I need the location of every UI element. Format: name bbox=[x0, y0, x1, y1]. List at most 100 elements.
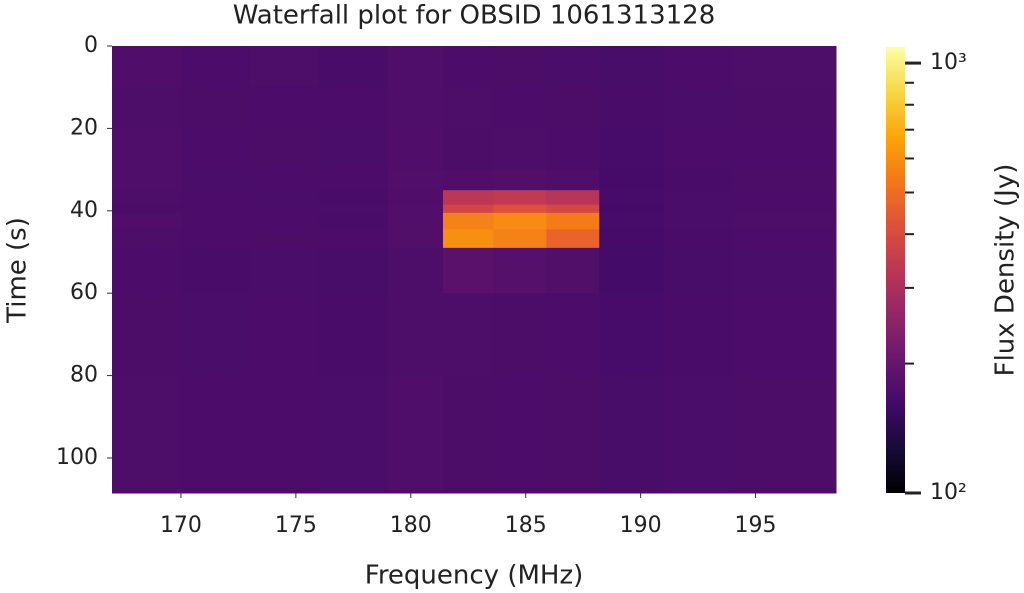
heat-cell bbox=[663, 87, 734, 129]
heat-cell bbox=[387, 247, 444, 294]
heat-cell bbox=[546, 190, 600, 206]
colorbar-tick-label: 10² bbox=[930, 480, 967, 505]
heat-cell bbox=[599, 190, 665, 206]
heat-cell bbox=[732, 204, 837, 214]
x-tick-label: 180 bbox=[390, 513, 432, 538]
heat-cell bbox=[387, 204, 444, 214]
heat-cell bbox=[732, 169, 837, 191]
heat-cell bbox=[112, 229, 182, 249]
heat-cell bbox=[387, 229, 444, 249]
heat-cell bbox=[387, 375, 444, 494]
heat-cell bbox=[112, 204, 182, 214]
heat-cell bbox=[493, 169, 547, 191]
heat-cell bbox=[387, 293, 444, 377]
heat-cell bbox=[318, 190, 389, 206]
heat-cell bbox=[112, 247, 182, 294]
colorbar-label: Flux Density (Jy) bbox=[991, 164, 1021, 377]
heat-cell bbox=[599, 87, 665, 129]
y-tick-label: 40 bbox=[70, 198, 98, 223]
heat-cell bbox=[546, 247, 600, 294]
heat-cell bbox=[112, 128, 182, 171]
heat-cell bbox=[493, 247, 547, 294]
heat-cell bbox=[112, 212, 182, 230]
heat-cell bbox=[442, 229, 495, 249]
heat-cell bbox=[663, 212, 734, 230]
heat-cell bbox=[249, 212, 320, 230]
colorbar-tick-label: 10³ bbox=[930, 50, 967, 75]
heat-cell bbox=[180, 293, 251, 377]
heat-cell bbox=[112, 293, 182, 377]
heat-cell bbox=[546, 87, 600, 129]
heat-cell bbox=[493, 375, 547, 494]
heat-cell bbox=[442, 375, 495, 494]
heat-cell bbox=[442, 293, 495, 377]
heat-cell bbox=[387, 128, 444, 171]
heat-cell bbox=[732, 128, 837, 171]
heat-cell bbox=[663, 229, 734, 249]
heat-cell bbox=[493, 212, 547, 230]
heat-cell bbox=[599, 293, 665, 377]
heat-cell bbox=[732, 293, 837, 377]
heat-cell bbox=[318, 293, 389, 377]
heat-cell bbox=[249, 204, 320, 214]
heat-cell bbox=[112, 375, 182, 494]
heat-cell bbox=[180, 375, 251, 494]
heat-cell bbox=[663, 204, 734, 214]
heat-cell bbox=[599, 212, 665, 230]
heat-cell bbox=[180, 128, 251, 171]
heat-cell bbox=[663, 247, 734, 294]
heat-cell bbox=[546, 375, 600, 494]
heat-cell bbox=[249, 247, 320, 294]
heat-cell bbox=[318, 204, 389, 214]
heat-cell bbox=[318, 87, 389, 129]
heat-cell bbox=[546, 212, 600, 230]
heat-cell bbox=[493, 293, 547, 377]
heat-cell bbox=[663, 190, 734, 206]
heat-cell bbox=[732, 46, 837, 88]
heat-cell bbox=[663, 375, 734, 494]
heat-cell bbox=[249, 128, 320, 171]
heat-cell bbox=[599, 46, 665, 88]
heat-cell bbox=[180, 190, 251, 206]
heat-cell bbox=[112, 87, 182, 129]
heat-cell bbox=[599, 375, 665, 494]
heat-cell bbox=[732, 247, 837, 294]
heat-cell bbox=[599, 169, 665, 191]
heat-cell bbox=[442, 87, 495, 129]
heat-cell bbox=[387, 87, 444, 129]
heat-cell bbox=[180, 212, 251, 230]
heat-cell bbox=[546, 128, 600, 171]
y-tick-label: 100 bbox=[56, 445, 98, 470]
heat-cell bbox=[442, 212, 495, 230]
y-tick-label: 80 bbox=[70, 363, 98, 388]
heat-cell bbox=[180, 169, 251, 191]
heat-cell bbox=[732, 87, 837, 129]
heat-cell bbox=[318, 46, 389, 88]
heat-cell bbox=[442, 204, 495, 214]
heat-cell bbox=[180, 87, 251, 129]
colorbar bbox=[886, 47, 905, 493]
heat-cell bbox=[112, 46, 182, 88]
heat-cell bbox=[599, 229, 665, 249]
heat-cell bbox=[546, 293, 600, 377]
x-tick-label: 185 bbox=[505, 513, 547, 538]
heat-cell bbox=[599, 247, 665, 294]
heat-cell bbox=[546, 204, 600, 214]
heat-cell bbox=[493, 204, 547, 214]
heat-cell bbox=[493, 128, 547, 171]
heat-cell bbox=[442, 169, 495, 191]
y-axis-label: Time (s) bbox=[3, 217, 33, 324]
heat-cell bbox=[112, 169, 182, 191]
heat-cell bbox=[442, 128, 495, 171]
heat-cell bbox=[663, 128, 734, 171]
x-tick-label: 190 bbox=[620, 513, 662, 538]
heat-cell bbox=[387, 169, 444, 191]
heat-cell bbox=[732, 375, 837, 494]
heat-cell bbox=[249, 169, 320, 191]
heat-cell bbox=[663, 169, 734, 191]
y-tick-label: 0 bbox=[84, 33, 98, 58]
heat-cell bbox=[493, 46, 547, 88]
heat-cell bbox=[599, 128, 665, 171]
heat-cell bbox=[249, 293, 320, 377]
